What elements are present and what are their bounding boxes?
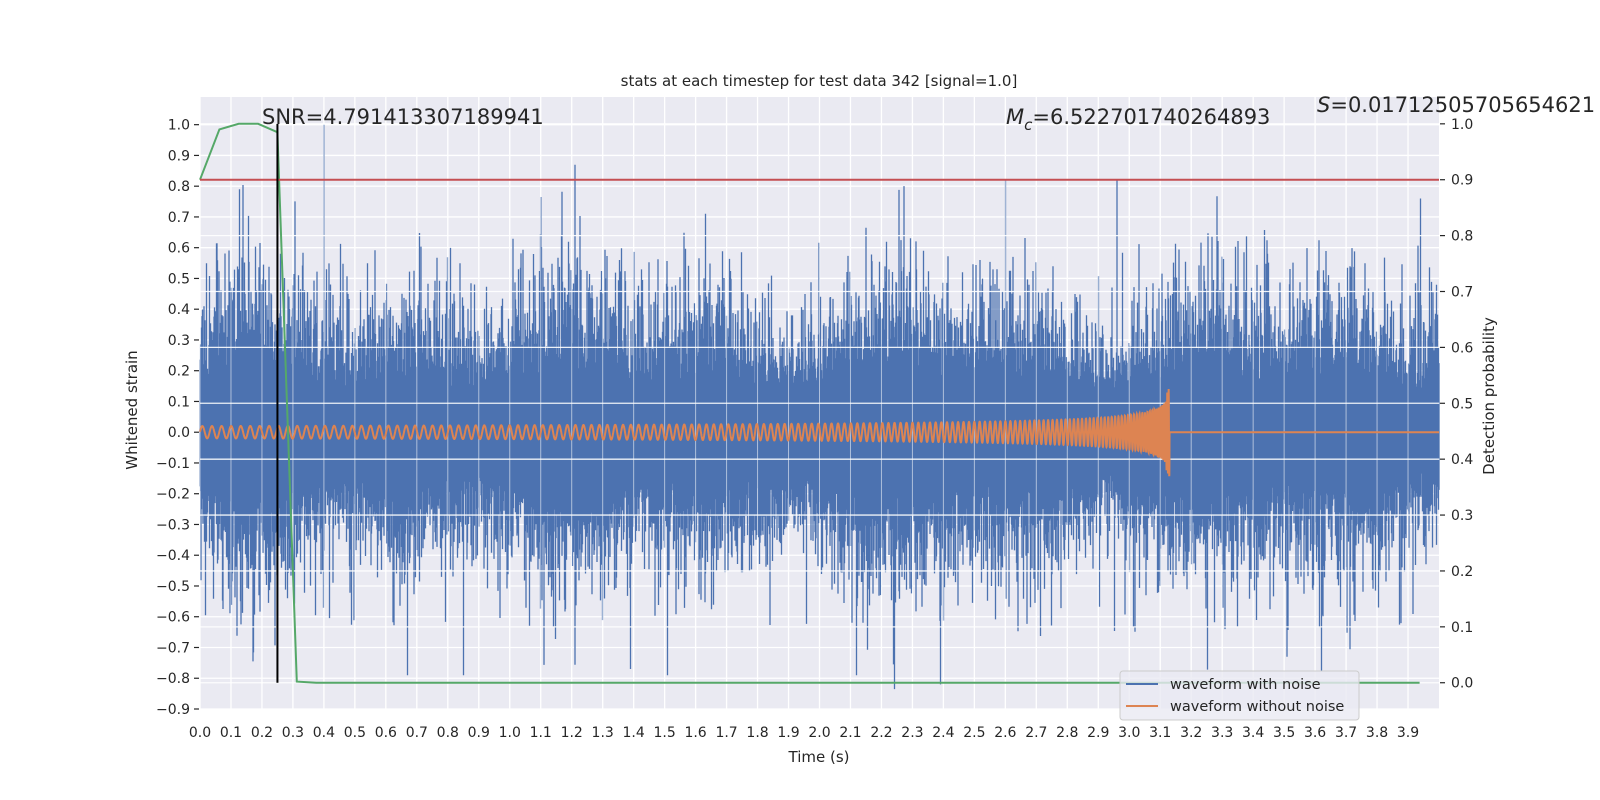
y-tick-label-right: 0.2 xyxy=(1451,564,1473,580)
y-tick-label-left: 0.3 xyxy=(168,333,190,349)
x-tick-label: 2.9 xyxy=(1087,725,1109,741)
y-tick-label-left: 0.2 xyxy=(168,364,190,380)
x-tick-label: 2.8 xyxy=(1056,725,1078,741)
x-tick-label: 1.6 xyxy=(684,725,706,741)
x-tick-label: 3.8 xyxy=(1366,725,1388,741)
legend: waveform with noise waveform without noi… xyxy=(1119,670,1360,721)
y-tick-label-left: 0.5 xyxy=(168,271,190,287)
mc-symbol: M xyxy=(1006,105,1024,129)
y-tick-label-left: 0.4 xyxy=(168,302,190,318)
x-tick-label: 1.1 xyxy=(530,725,552,741)
y-axis-label-left: Whitened strain xyxy=(123,350,141,469)
x-tick-label: 0.1 xyxy=(220,725,242,741)
x-tick-label: 3.5 xyxy=(1273,725,1295,741)
x-tick-label: 2.2 xyxy=(870,725,892,741)
y-tick-label-right: 0.1 xyxy=(1451,620,1473,636)
mc-value: =6.522701740264893 xyxy=(1032,105,1270,129)
x-tick-label: 2.4 xyxy=(932,725,954,741)
grid-right xyxy=(199,97,1439,709)
x-tick-label: 3.7 xyxy=(1335,725,1357,741)
y-tick-label-left: −0.8 xyxy=(156,671,190,687)
snr-annotation: SNR=4.791413307189941 xyxy=(262,105,544,129)
y-tick-label-left: 1.0 xyxy=(168,118,190,134)
y-tick-label-left: −0.9 xyxy=(156,702,190,718)
chirp-mass-annotation: Mc=6.522701740264893 xyxy=(1006,105,1270,134)
y-tick-label-left: −0.5 xyxy=(156,579,190,595)
x-tick-label: 3.3 xyxy=(1211,725,1233,741)
y-tick-label-left: −0.1 xyxy=(156,456,190,472)
x-axis-label: Time (s) xyxy=(788,748,850,766)
y-tick-label-left: 0.0 xyxy=(168,425,190,441)
x-tick-label: 1.5 xyxy=(653,725,675,741)
legend-label-clean: waveform without noise xyxy=(1170,699,1344,715)
x-tick-label: 2.5 xyxy=(963,725,985,741)
y-tick-label-right: 0.8 xyxy=(1451,229,1473,245)
y-tick-label-right: 0.0 xyxy=(1451,676,1473,692)
y-tick-label-right: 0.7 xyxy=(1451,284,1473,300)
x-tick-label: 0.7 xyxy=(406,725,428,741)
x-tick-label: 0.0 xyxy=(189,725,211,741)
y-tick-label-left: −0.6 xyxy=(156,610,190,626)
x-tick-label: 0.3 xyxy=(282,725,304,741)
y-tick-label-right: 0.6 xyxy=(1451,340,1473,356)
y-tick-label-left: 0.8 xyxy=(168,179,190,195)
x-tick-label: 3.2 xyxy=(1180,725,1202,741)
mc-subscript: c xyxy=(1024,116,1033,134)
x-tick-label: 2.0 xyxy=(808,725,830,741)
y-tick-label-right: 0.4 xyxy=(1451,452,1473,468)
y-axis-label-right: Detection probability xyxy=(1480,317,1498,475)
legend-label-noise: waveform with noise xyxy=(1170,677,1321,693)
x-tick-label: 3.6 xyxy=(1304,725,1326,741)
y-tick-label-left: −0.7 xyxy=(156,640,190,656)
x-tick-label: 1.4 xyxy=(623,725,645,741)
y-tick-label-left: 0.6 xyxy=(168,241,190,257)
x-tick-label: 0.9 xyxy=(468,725,490,741)
x-tick-label: 3.0 xyxy=(1118,725,1140,741)
y-tick-label-left: −0.2 xyxy=(156,487,190,503)
x-tick-label: 1.9 xyxy=(777,725,799,741)
s-symbol: S xyxy=(1317,93,1330,117)
x-tick-label: 1.3 xyxy=(592,725,614,741)
x-tick-label: 3.4 xyxy=(1242,725,1264,741)
y-tick-label-left: 0.7 xyxy=(168,210,190,226)
x-tick-label: 2.1 xyxy=(839,725,861,741)
x-tick-label: 1.0 xyxy=(499,725,521,741)
y-tick-label-left: −0.4 xyxy=(156,548,190,564)
x-tick-label: 1.8 xyxy=(746,725,768,741)
x-tick-label: 0.5 xyxy=(344,725,366,741)
y-tick-label-right: 0.3 xyxy=(1451,508,1473,524)
waveform-without-noise-series xyxy=(199,388,1439,477)
y-tick-label-right: 1.0 xyxy=(1451,117,1473,133)
s-annotation: S=0.01712505705654621 xyxy=(1317,93,1595,117)
x-tick-label: 0.6 xyxy=(375,725,397,741)
y-tick-label-left: −0.3 xyxy=(156,517,190,533)
chart-title: stats at each timestep for test data 342… xyxy=(621,72,1018,90)
x-tick-label: 0.2 xyxy=(251,725,273,741)
x-tick-label: 1.2 xyxy=(561,725,583,741)
axis-ticks: 1.0 0.9 0.8 0.7 0.6 0.5 0.4 0.3 0.2 0.1 0.0 −0.1 −0.… xyxy=(156,117,1473,741)
clean-waveform-line xyxy=(199,388,1439,477)
x-tick-label: 0.8 xyxy=(437,725,459,741)
x-tick-label: 3.1 xyxy=(1149,725,1171,741)
x-tick-label: 1.7 xyxy=(715,725,737,741)
x-tick-label: 2.6 xyxy=(994,725,1016,741)
x-tick-label: 2.3 xyxy=(901,725,923,741)
s-value: =0.01712505705654621 xyxy=(1330,93,1595,117)
y-tick-label-left: 0.9 xyxy=(168,148,190,164)
x-tick-label: 3.9 xyxy=(1397,725,1419,741)
legend-box xyxy=(1119,670,1360,721)
y-tick-label-right: 0.5 xyxy=(1451,396,1473,412)
y-tick-label-right: 0.9 xyxy=(1451,173,1473,189)
y-tick-label-left: 0.1 xyxy=(168,394,190,410)
x-tick-label: 0.4 xyxy=(313,725,335,741)
x-tick-label: 2.7 xyxy=(1025,725,1047,741)
